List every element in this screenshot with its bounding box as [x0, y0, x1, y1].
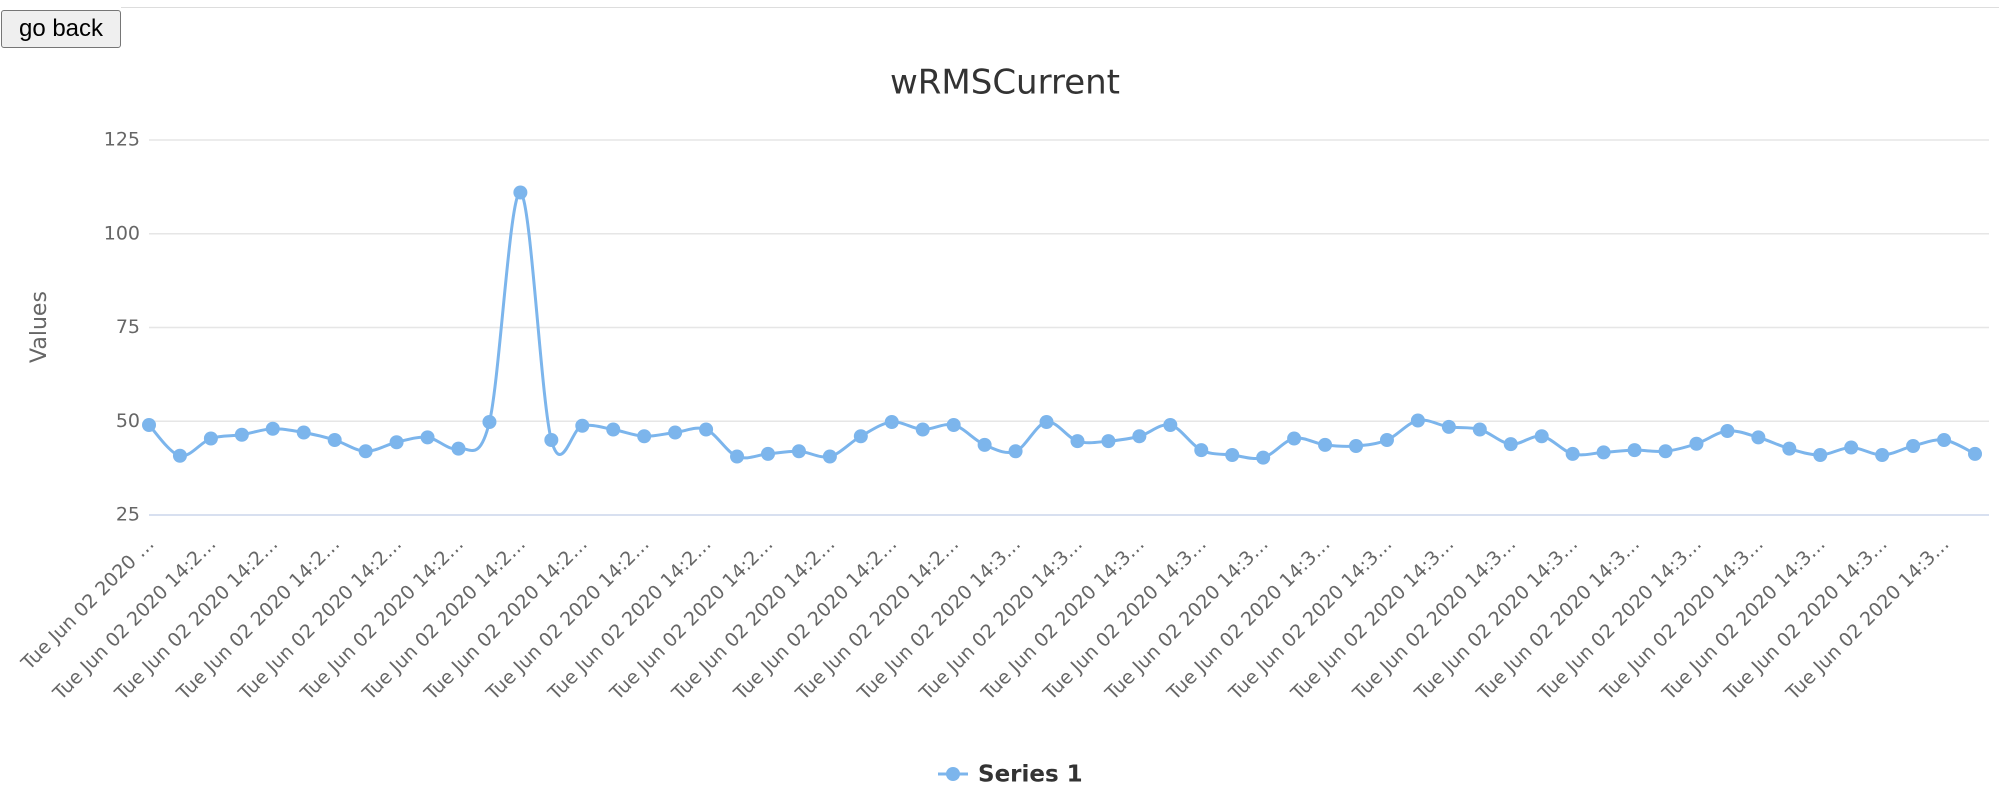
data-point: [575, 418, 590, 433]
data-point: [822, 449, 837, 464]
data-point: [668, 425, 683, 440]
data-point: [1534, 429, 1549, 444]
data-point: [203, 431, 218, 446]
data-point: [1937, 433, 1952, 447]
y-tick-label: 25: [116, 504, 140, 526]
data-point: [1565, 446, 1580, 461]
data-point: [482, 415, 497, 429]
divider: [121, 7, 1999, 8]
y-tick-label: 75: [116, 316, 140, 338]
data-point: [1318, 437, 1333, 452]
data-point: [1441, 419, 1456, 434]
data-point: [1379, 433, 1394, 447]
data-point: [1813, 448, 1828, 462]
data-point: [265, 421, 280, 436]
data-point: [1968, 446, 1982, 461]
data-point: [1070, 434, 1085, 449]
data-point: [358, 444, 373, 459]
data-point: [946, 418, 961, 432]
data-point: [1225, 448, 1240, 462]
go-back-button[interactable]: go back: [1, 10, 121, 48]
y-tick-label: 125: [104, 129, 140, 151]
data-point: [606, 422, 621, 437]
data-point: [1101, 434, 1116, 449]
data-point: [513, 185, 528, 200]
y-axis-title: Values: [27, 291, 52, 363]
data-point: [730, 449, 745, 464]
data-point: [142, 418, 156, 432]
data-point: [884, 415, 899, 429]
data-point: [1906, 439, 1921, 453]
data-point: [1658, 444, 1673, 459]
data-point: [977, 437, 992, 452]
data-point: [1782, 441, 1797, 456]
data-point: [1689, 436, 1704, 451]
data-point: [1256, 450, 1271, 465]
data-point: [791, 444, 806, 459]
legend-symbol: [946, 767, 960, 781]
y-tick-label: 100: [104, 222, 140, 244]
data-point: [1194, 443, 1209, 458]
data-point: [1751, 430, 1766, 445]
data-point: [1410, 413, 1425, 428]
data-point: [327, 433, 342, 447]
data-point: [451, 441, 466, 456]
legend-label: Series 1: [978, 762, 1083, 788]
data-point: [1039, 415, 1054, 429]
data-point: [389, 435, 404, 450]
data-point: [296, 425, 311, 440]
data-point: [1349, 439, 1364, 453]
data-point: [760, 446, 775, 461]
data-point: [1163, 418, 1178, 432]
data-point: [1596, 445, 1611, 460]
data-point: [172, 448, 187, 463]
data-point: [1472, 422, 1487, 437]
series-line: [147, 190, 1976, 461]
data-point: [1875, 448, 1890, 462]
data-point: [699, 422, 714, 437]
y-tick-label: 50: [116, 410, 140, 432]
data-point: [420, 430, 435, 445]
data-point: [1008, 444, 1023, 459]
data-point: [544, 433, 559, 447]
data-point: [234, 427, 249, 442]
data-point: [1720, 424, 1735, 438]
data-point: [637, 429, 652, 444]
data-point: [915, 422, 930, 437]
data-point: [1627, 443, 1642, 458]
data-point: [1287, 431, 1302, 446]
data-point: [1132, 429, 1147, 444]
chart-title: wRMSCurrent: [890, 63, 1120, 103]
data-point: [1503, 437, 1518, 452]
data-point: [853, 429, 868, 444]
data-point: [1844, 440, 1859, 455]
